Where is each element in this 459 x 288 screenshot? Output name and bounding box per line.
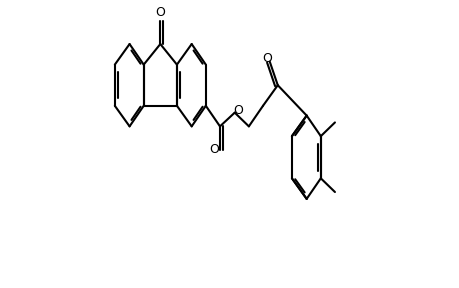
Text: O: O [156,5,165,18]
Text: O: O [209,143,218,156]
Text: O: O [234,104,243,117]
Text: O: O [262,52,272,65]
